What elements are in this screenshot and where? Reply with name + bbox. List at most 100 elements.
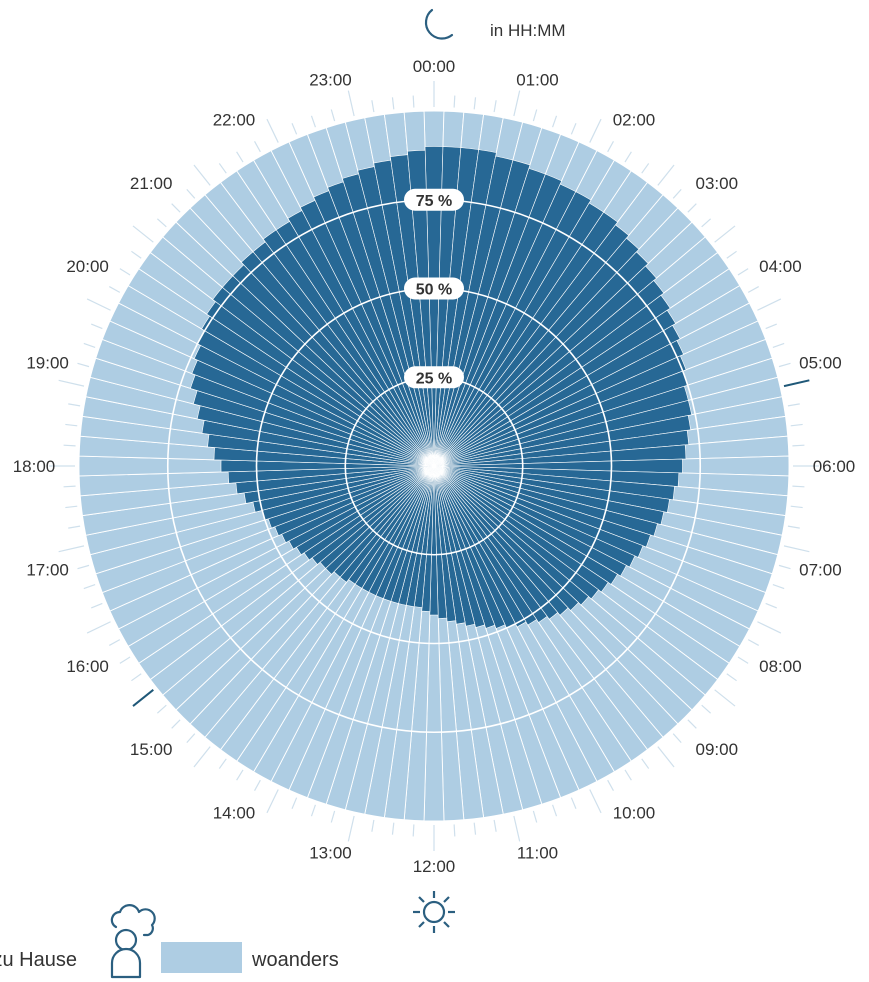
hour-label: 11:00 — [517, 843, 558, 862]
hour-label: 20:00 — [66, 257, 109, 276]
hour-tick — [765, 323, 777, 330]
hour-tick — [119, 656, 131, 664]
hour-tick — [218, 163, 227, 174]
hour-label: 02:00 — [613, 111, 656, 130]
hour-tick — [347, 815, 355, 842]
hour-tick — [186, 188, 196, 199]
hour-tick — [391, 822, 395, 835]
hour-tick — [193, 746, 211, 768]
hour-tick — [77, 564, 90, 570]
hour-tick — [607, 141, 614, 153]
hour-tick — [330, 810, 336, 823]
legend-swatch-away — [161, 942, 242, 973]
hour-tick — [291, 797, 298, 809]
hour-tick — [310, 115, 316, 128]
hour-tick — [532, 810, 538, 823]
hour-tick — [412, 824, 415, 837]
bar-zu-hause — [433, 429, 690, 467]
units-label: in HH:MM — [490, 21, 566, 40]
bar-zu-hause — [433, 465, 496, 629]
hour-label: 07:00 — [799, 561, 842, 580]
hour-tick — [63, 444, 76, 447]
major-tick — [132, 689, 154, 707]
bar-zu-hause — [433, 309, 676, 467]
legend: zu Hause woanders — [0, 904, 339, 979]
hour-tick — [657, 746, 675, 768]
hour-tick — [570, 797, 577, 809]
hour-tick — [371, 819, 375, 832]
hour-tick — [330, 109, 336, 122]
hour-tick — [790, 423, 803, 427]
hour-tick — [91, 323, 103, 330]
hour-tick — [391, 97, 395, 110]
major-tick — [783, 379, 810, 388]
hour-label: 01:00 — [516, 71, 559, 90]
hour-tick — [737, 656, 749, 664]
hour-label: 13:00 — [309, 843, 352, 862]
hour-tick — [778, 564, 791, 570]
bar-zu-hause — [433, 465, 548, 623]
hour-tick — [726, 250, 737, 259]
hour-tick — [787, 525, 800, 529]
hour-tick — [266, 118, 279, 143]
hour-tick — [714, 689, 736, 707]
hour-label: 21:00 — [130, 174, 173, 193]
hour-tick — [737, 268, 749, 276]
hour-tick — [687, 719, 697, 729]
hour-tick — [65, 423, 78, 427]
hour-tick — [747, 286, 759, 293]
bar-zu-hause — [433, 324, 681, 467]
hour-tick — [772, 584, 785, 590]
hour-tick — [783, 545, 810, 553]
legend-label-away: woanders — [251, 949, 339, 971]
bar-zu-hause — [433, 415, 691, 467]
hour-tick — [254, 779, 261, 791]
hour-label: 15:00 — [130, 740, 173, 759]
cloud-person-icon — [110, 904, 156, 979]
chart-bars — [78, 110, 790, 822]
hour-tick — [747, 639, 759, 646]
hour-tick — [493, 819, 497, 832]
bar-zu-hause — [433, 400, 693, 467]
ring-label: 25 % — [416, 370, 452, 387]
hour-tick — [86, 621, 111, 634]
hour-label: 05:00 — [799, 354, 842, 373]
hour-labels: 00:00 01:00 02:00 03:00 04:00 05:00 06:00 07:00… — [13, 57, 856, 876]
hour-label: 18:00 — [13, 457, 56, 476]
hour-label: 12:00 — [413, 857, 456, 876]
hour-label: 19:00 — [26, 354, 69, 373]
hour-tick — [714, 225, 736, 243]
hour-tick — [624, 769, 632, 781]
hour-tick — [701, 218, 712, 228]
bar-zu-hause — [433, 465, 486, 628]
hour-tick — [58, 379, 85, 387]
hour-tick — [83, 342, 96, 348]
hour-label: 04:00 — [759, 257, 802, 276]
bar-zu-hause — [433, 159, 531, 467]
hour-tick — [672, 733, 682, 744]
hour-tick — [171, 203, 181, 213]
hour-tick — [156, 218, 167, 228]
hour-tick — [58, 545, 85, 553]
hour-tick — [236, 769, 244, 781]
hour-tick — [672, 188, 682, 199]
bar-zu-hause — [433, 191, 592, 467]
hour-tick — [171, 719, 181, 729]
hour-tick — [687, 203, 697, 213]
hour-label: 17:00 — [26, 561, 69, 580]
hour-label: 08:00 — [759, 657, 802, 676]
hour-tick — [254, 141, 261, 153]
hour-tick — [552, 115, 558, 128]
hour-tick — [570, 123, 577, 135]
hour-tick — [772, 342, 785, 348]
hour-tick — [131, 250, 142, 259]
hour-tick — [68, 525, 81, 529]
bar-zu-hause — [433, 465, 618, 585]
hour-tick — [765, 602, 777, 609]
hour-tick — [310, 804, 316, 817]
hour-tick — [624, 151, 632, 163]
moon-icon — [424, 8, 454, 40]
bar-zu-hause — [433, 465, 537, 626]
ring-label-bg — [404, 277, 464, 300]
